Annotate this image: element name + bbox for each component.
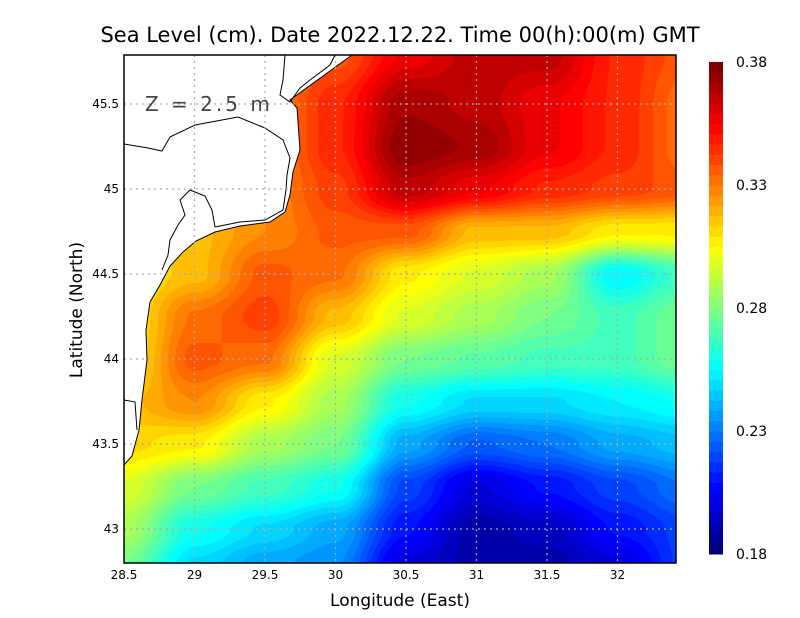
x-tick-label: 28.5 [111, 568, 138, 582]
colorbar-segment [709, 256, 723, 268]
depth-annotation: Z = 2.5 m [145, 92, 273, 116]
colorbar-segment [709, 338, 723, 350]
colorbar-segment [709, 72, 723, 83]
colorbar [709, 62, 723, 555]
colorbar-segment [709, 123, 723, 135]
colorbar-segment [709, 267, 723, 278]
colorbar-segment [709, 277, 723, 288]
colorbar-segment [709, 390, 723, 401]
colorbar-tick-label: 0.38 [736, 55, 767, 71]
colorbar-segment [709, 236, 723, 247]
y-tick-label: 45.5 [92, 97, 119, 111]
colorbar-segment [709, 502, 723, 514]
x-axis-label: Longitude (East) [330, 591, 470, 611]
chart-title: Sea Level (cm). Date 2022.12.22. Time 00… [100, 23, 699, 47]
colorbar-tick-label: 0.18 [736, 547, 767, 563]
colorbar-segment [709, 410, 723, 422]
y-tick-label: 44.5 [92, 267, 119, 281]
y-tick-label: 43.5 [92, 437, 119, 451]
x-tick-label: 30 [328, 568, 343, 582]
colorbar-segment [709, 144, 723, 155]
x-tick-label: 31 [469, 568, 484, 582]
colorbar-segment [709, 328, 723, 340]
land-mask [123, 54, 353, 466]
colorbar-segment [709, 379, 723, 391]
colorbar-segment [709, 359, 723, 370]
colorbar-segment [709, 154, 723, 165]
x-tick-label: 29.5 [252, 568, 279, 582]
x-tick-label: 29 [187, 568, 202, 582]
colorbar-tick-label: 0.33 [736, 178, 767, 194]
x-tick-label: 32 [610, 568, 625, 582]
y-tick-label: 43 [104, 522, 119, 536]
x-ticks: 28.5 29 29.5 30 30.5 31 31.5 32 [111, 568, 626, 582]
colorbar-segment [709, 349, 723, 360]
colorbar-segment [709, 523, 723, 534]
colorbar-segment [709, 513, 723, 524]
colorbar-segment [709, 533, 723, 545]
colorbar-tick-label: 0.28 [736, 301, 767, 317]
colorbar-segment [709, 62, 723, 73]
land-area [124, 55, 352, 465]
colorbar-segment [709, 226, 723, 237]
colorbar-segment [709, 297, 723, 309]
colorbar-segment [709, 103, 723, 114]
colorbar-segment [709, 113, 723, 124]
colorbar-segment [709, 492, 723, 504]
x-tick-label: 30.5 [393, 568, 420, 582]
colorbar-segment [709, 246, 723, 258]
colorbar-segment [709, 164, 723, 176]
colorbar-segment [709, 287, 723, 299]
colorbar-segment [709, 441, 723, 452]
colorbar-segment [709, 431, 723, 442]
y-axis-label: Latitude (North) [67, 242, 87, 378]
colorbar-segment [709, 400, 723, 411]
colorbar-ticks: 0.18 0.23 0.28 0.33 0.38 [736, 55, 767, 563]
colorbar-segment [709, 174, 723, 186]
colorbar-segment [709, 543, 723, 555]
coastline [123, 54, 353, 466]
colorbar-segment [709, 82, 723, 94]
lagoon-outline [279, 54, 336, 103]
colorbar-segment [709, 318, 723, 329]
colorbar-segment [709, 461, 723, 473]
plot-frame [123, 54, 677, 564]
y-tick-label: 44 [104, 352, 119, 366]
lagoon-outline [123, 116, 291, 228]
lagoon-outline [161, 189, 216, 271]
colorbar-segment [709, 308, 723, 319]
colorbar-tick-label: 0.23 [736, 424, 767, 440]
colorbar-segment [709, 420, 723, 432]
y-ticks: 43 43.5 44 44.5 45 45.5 [92, 97, 119, 536]
colorbar-segment [709, 205, 723, 217]
colorbar-segment [709, 472, 723, 483]
colorbar-segment [709, 133, 723, 145]
colorbar-segment [709, 482, 723, 493]
x-tick-label: 31.5 [534, 568, 561, 582]
lagoon-outline [123, 399, 138, 431]
colorbar-segment [709, 92, 723, 104]
colorbar-segment [709, 451, 723, 463]
colorbar-segment [709, 215, 723, 227]
colorbar-segment [709, 185, 723, 196]
y-tick-label: 45 [104, 182, 119, 196]
colorbar-segment [709, 369, 723, 381]
colorbar-segment [709, 195, 723, 206]
gridlines [124, 55, 676, 563]
